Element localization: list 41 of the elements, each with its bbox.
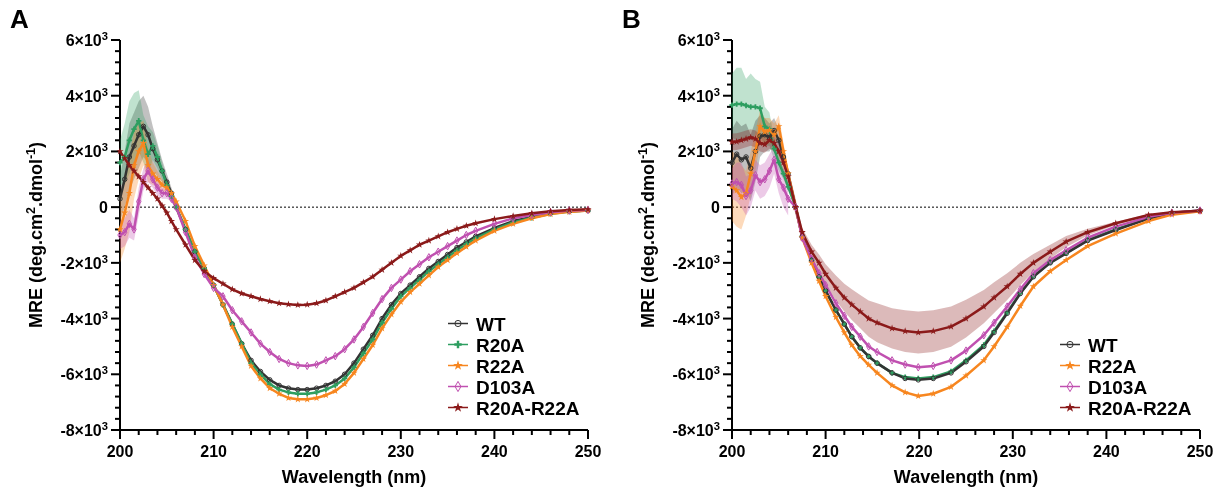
- legend-label: D103A: [1088, 376, 1148, 398]
- y-tick-label: 2×10$^{3}$: [677, 141, 720, 161]
- y-tick-label: 6×10$^{3}$: [677, 30, 720, 49]
- y-tick-label: 4×10$^{3}$: [65, 85, 108, 105]
- y-tick-label: -6×10$^{3}$: [60, 364, 108, 384]
- y-tick-label: -6×10$^{3}$: [672, 364, 720, 384]
- y-tick-label: -2×10$^{3}$: [60, 252, 108, 272]
- x-tick-label: 250: [574, 443, 602, 460]
- legend-label: WT: [1088, 334, 1118, 356]
- legend-label: R20A: [476, 334, 525, 356]
- x-tick-label: 200: [718, 443, 746, 460]
- legend-label: R20A-R22A: [1088, 397, 1192, 419]
- legend-label: R22A: [476, 355, 525, 377]
- x-tick-label: 210: [200, 443, 228, 460]
- x-tick-label: 200: [106, 443, 134, 460]
- legend-label: D103A: [476, 376, 536, 398]
- y-tick-label: -2×10$^{3}$: [672, 252, 720, 272]
- y-tick-label: -8×10$^{3}$: [60, 420, 108, 439]
- y-tick-label: 0: [99, 199, 109, 217]
- y-tick-label: -4×10$^{3}$: [672, 308, 720, 328]
- x-tick-label: 240: [481, 443, 508, 460]
- x-tick-label: 220: [293, 443, 321, 460]
- y-tick-label: 2×10$^{3}$: [65, 141, 108, 161]
- x-tick-label: 220: [905, 443, 933, 460]
- x-axis-title: Wavelength (nm): [281, 467, 427, 487]
- x-tick-label: 230: [387, 443, 415, 460]
- y-tick-label: 6×10$^{3}$: [65, 30, 108, 49]
- legend-label: R20A-R22A: [476, 397, 580, 419]
- y-tick-label: -4×10$^{3}$: [60, 308, 108, 328]
- x-tick-label: 250: [1186, 443, 1214, 460]
- y-tick-label: 0: [711, 199, 721, 217]
- x-tick-label: 230: [999, 443, 1027, 460]
- x-axis-title: Wavelength (nm): [893, 467, 1039, 487]
- legend-label: WT: [476, 313, 506, 335]
- y-tick-label: 4×10$^{3}$: [677, 85, 720, 105]
- chart-title: B: [622, 4, 641, 34]
- x-tick-label: 240: [1093, 443, 1120, 460]
- legend-label: R22A: [1088, 355, 1137, 377]
- chart-title: A: [10, 4, 29, 34]
- y-tick-label: -8×10$^{3}$: [672, 420, 720, 439]
- x-tick-label: 210: [812, 443, 840, 460]
